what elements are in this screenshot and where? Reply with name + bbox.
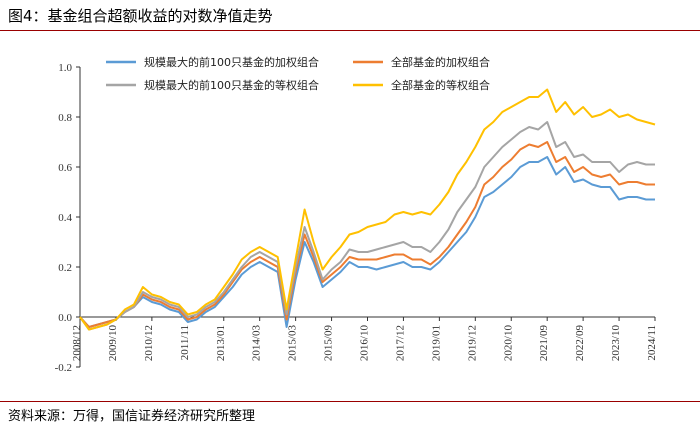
legend-label-3: 规模最大的前100只基金的等权组合 — [144, 78, 319, 92]
page-title: 图4：基金组合超额收益的对数净值走势 — [8, 7, 273, 25]
series-line-4 — [79, 88, 656, 331]
x-tick-label: 2019/01 — [430, 325, 442, 361]
x-tick-label: 2010/12 — [143, 325, 155, 361]
y-tick-label: 0.0 — [58, 312, 72, 324]
legend-label-4: 全部基金的等权组合 — [391, 78, 490, 92]
x-axis-ticks: 2008/12 2009/10 2010/12 2011/11 2013/01 2014/… — [71, 317, 658, 361]
line-chart: -0.2 0.0 0.2 0.4 0.6 0.8 1.0 2008/12 2009/10 201… — [55, 55, 658, 374]
chart-axes — [79, 67, 655, 367]
series-lines — [79, 88, 656, 331]
x-tick-label: 2015/09 — [323, 325, 335, 362]
legend-label-1: 规模最大的前100只基金的加权组合 — [144, 55, 319, 69]
y-tick-label: -0.2 — [55, 362, 72, 374]
x-tick-label: 2011/11 — [179, 325, 191, 360]
x-tick-label: 2023/10 — [610, 325, 622, 362]
y-tick-label: 0.6 — [58, 162, 72, 174]
top-divider — [0, 30, 700, 31]
y-tick-label: 0.2 — [58, 262, 72, 274]
x-tick-label: 2008/12 — [71, 325, 83, 361]
x-tick-label: 2017/12 — [394, 325, 406, 361]
series-line-1 — [79, 156, 655, 328]
y-tick-label: 0.4 — [58, 212, 72, 224]
legend-label-2: 全部基金的加权组合 — [391, 55, 490, 69]
x-tick-label: 2024/11 — [646, 325, 658, 361]
x-tick-label: 2022/09 — [574, 325, 586, 362]
y-axis-ticks: -0.2 0.0 0.2 0.4 0.6 0.8 1.0 — [55, 62, 80, 374]
x-tick-label: 2016/10 — [359, 325, 371, 362]
source-note: 资料来源：万得，国信证券经济研究所整理 — [8, 409, 256, 424]
series-line-3 — [79, 121, 655, 331]
y-tick-label: 0.8 — [58, 112, 72, 124]
x-tick-label: 2009/10 — [107, 325, 119, 362]
x-tick-label: 2013/01 — [215, 325, 227, 361]
x-tick-label: 2014/03 — [251, 325, 263, 362]
x-tick-label: 2015/03 — [287, 325, 299, 362]
y-tick-label: 1.0 — [58, 62, 72, 74]
bottom-divider — [0, 401, 700, 402]
x-tick-label: 2021/09 — [538, 325, 550, 362]
x-tick-label: 2020/10 — [502, 325, 514, 362]
x-tick-label: 2019/12 — [466, 325, 478, 361]
chart-legend: 规模最大的前100只基金的加权组合 全部基金的加权组合规模最大的前100只基金的等… — [106, 55, 490, 92]
series-line-2 — [79, 141, 655, 328]
